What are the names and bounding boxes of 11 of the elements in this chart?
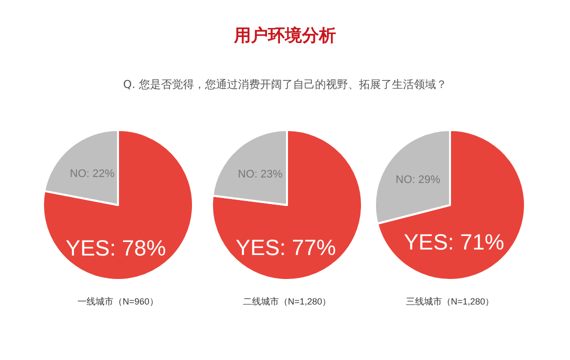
chart-subtitle: Q. 您是否觉得，您通过消费开阔了自己的视野、拓展了生活领域？ — [122, 77, 448, 92]
text: 三线城市（N=1,280） — [406, 296, 494, 306]
slice-label: YES: 71% — [404, 229, 504, 254]
text: 二线城市（N=1,280） — [242, 296, 332, 306]
slice-label: NO: 29% — [396, 174, 441, 186]
chart-title: 用户环境分析 — [232, 25, 337, 47]
slice-label: NO: 22% — [70, 168, 115, 180]
text: 一线城市（N=960） — [78, 296, 158, 306]
slice-label: YES: 77% — [236, 234, 336, 260]
slice-label: NO: 23% — [238, 168, 283, 181]
slice-label: YES: 78% — [66, 236, 166, 261]
